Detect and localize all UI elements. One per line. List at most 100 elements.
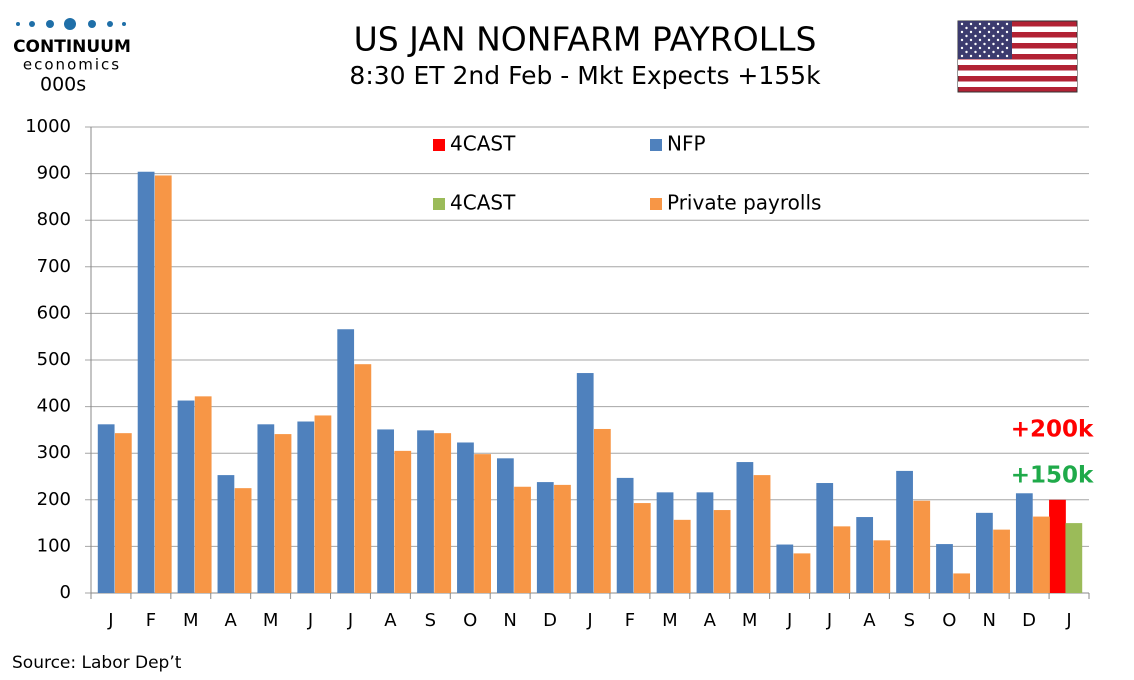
y-tick-label: 200 — [37, 489, 71, 510]
x-tick-label: S — [425, 610, 436, 631]
y-tick-label: 700 — [37, 256, 71, 277]
star — [960, 54, 964, 58]
bar — [536, 482, 554, 593]
y-tick-label: 800 — [37, 209, 71, 230]
star — [996, 38, 1000, 42]
x-tick-label: F — [146, 610, 156, 631]
star — [960, 38, 964, 42]
star — [1001, 34, 1004, 38]
bar — [856, 517, 874, 593]
bar — [434, 433, 452, 593]
x-tick-label: D — [543, 610, 557, 631]
bar — [1033, 516, 1050, 593]
star — [1005, 46, 1009, 50]
star — [992, 42, 995, 46]
star — [1001, 42, 1004, 46]
bar — [1049, 499, 1066, 593]
star — [965, 42, 968, 46]
x-tick-label: M — [183, 610, 199, 631]
star — [960, 46, 964, 50]
bar — [873, 540, 891, 593]
star — [974, 34, 977, 38]
bar — [793, 553, 811, 593]
bar — [633, 503, 651, 593]
bar — [137, 171, 155, 593]
star — [992, 26, 995, 30]
bar — [194, 396, 212, 593]
bar — [354, 364, 372, 593]
bar — [696, 492, 714, 593]
source: Source: Labor Dep’t — [12, 653, 182, 673]
legend-swatch — [650, 139, 662, 151]
y-tick-label: 400 — [37, 396, 71, 417]
annotation: +200k — [1011, 417, 1094, 443]
star — [978, 46, 982, 50]
star — [978, 22, 982, 26]
y-tick-label: 600 — [37, 302, 71, 323]
x-tick-label: M — [662, 610, 678, 631]
bar — [776, 544, 794, 593]
x-tick-label: J — [347, 610, 353, 631]
star — [969, 22, 973, 26]
x-tick-label: A — [863, 610, 876, 631]
star — [969, 46, 973, 50]
legend-label: NFP — [667, 132, 706, 156]
star — [987, 22, 991, 26]
x-tick-label: O — [463, 610, 477, 631]
bar — [257, 424, 275, 593]
bar — [217, 475, 235, 593]
star — [983, 42, 986, 46]
star — [987, 46, 991, 50]
x-tick-label: S — [904, 610, 915, 631]
legend-label: Private payrolls — [667, 191, 821, 215]
x-tick-label: A — [225, 610, 238, 631]
bar — [496, 458, 514, 593]
logo-name: CONTINUUM — [13, 37, 131, 57]
bar — [673, 519, 691, 593]
star — [969, 54, 973, 58]
bar — [713, 510, 731, 593]
star — [978, 30, 982, 34]
y-axis-label: 000s — [40, 74, 86, 96]
star — [969, 38, 973, 42]
bar — [953, 573, 971, 593]
x-tick-label: D — [1022, 610, 1036, 631]
star — [978, 54, 982, 58]
star — [1001, 26, 1004, 30]
chart-title: US JAN NONFARM PAYROLLS — [354, 20, 817, 59]
bar — [274, 434, 292, 593]
x-tick-label: M — [263, 610, 279, 631]
bar — [297, 421, 315, 593]
y-tick-label: 1000 — [25, 116, 71, 137]
bar — [976, 512, 993, 593]
bar — [1015, 493, 1033, 593]
bar — [833, 526, 851, 593]
x-tick-label: J — [107, 610, 113, 631]
chart-subtitle: 8:30 ET 2nd Feb - Mkt Expects +155k — [349, 61, 821, 90]
legend-swatch — [433, 139, 445, 151]
y-tick-label: 300 — [37, 442, 71, 463]
bar — [656, 492, 674, 593]
y-tick-label: 100 — [37, 535, 71, 556]
star — [992, 34, 995, 38]
legend-swatch — [650, 198, 662, 210]
bar — [417, 430, 434, 593]
bar — [314, 415, 332, 593]
star — [987, 30, 991, 34]
star — [983, 50, 986, 54]
bar — [377, 429, 394, 593]
star — [974, 26, 977, 30]
star — [974, 50, 977, 54]
star — [974, 42, 977, 46]
x-tick-label: F — [625, 610, 635, 631]
logo-sub: economics — [23, 56, 121, 74]
star — [983, 26, 986, 30]
star — [965, 50, 968, 54]
bar — [457, 442, 474, 593]
bar — [576, 373, 594, 593]
bar — [616, 477, 634, 593]
x-tick-label: O — [942, 610, 956, 631]
star — [983, 34, 986, 38]
y-tick-label: 500 — [37, 349, 71, 370]
